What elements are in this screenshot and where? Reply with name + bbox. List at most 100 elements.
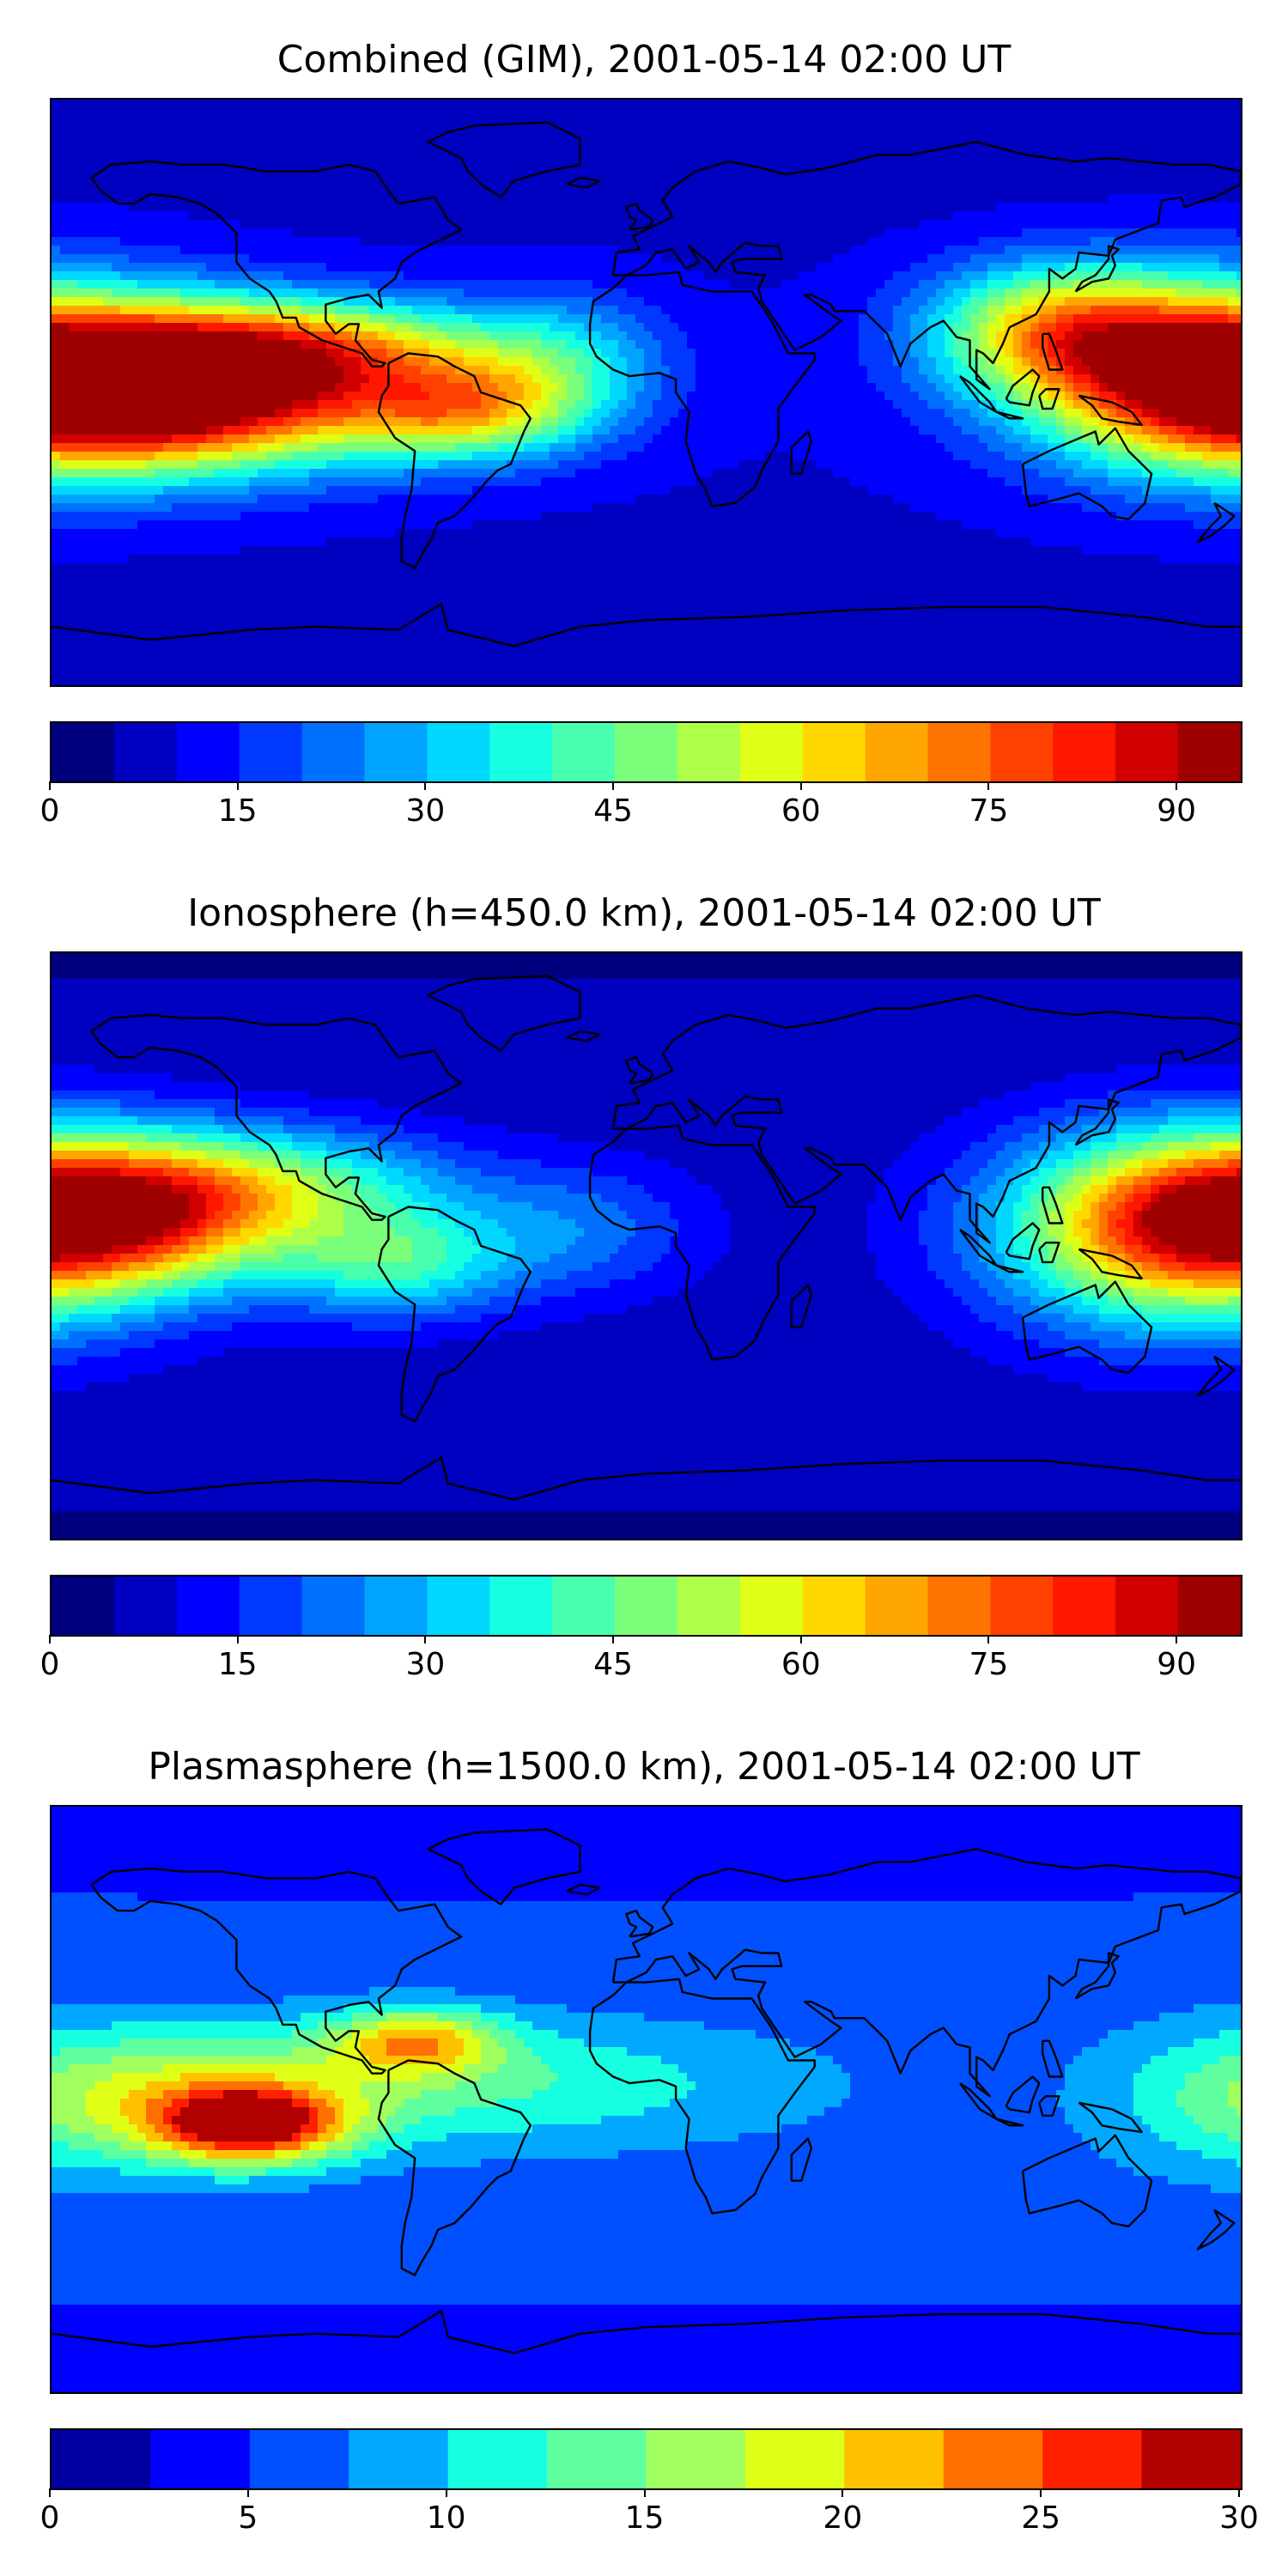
heatmap-cell — [773, 177, 782, 186]
heatmap-cell — [395, 211, 404, 221]
heatmap-cell — [524, 280, 533, 289]
heatmap-cell — [867, 392, 877, 401]
heatmap-cell — [635, 108, 645, 118]
heatmap-cell — [103, 177, 112, 186]
heatmap-cell — [421, 340, 430, 349]
heatmap-cell — [945, 331, 954, 341]
heatmap-cell — [1030, 100, 1040, 109]
heatmap-cell — [515, 392, 525, 401]
heatmap-cell — [94, 117, 104, 126]
heatmap-cell — [1142, 143, 1151, 152]
heatmap-cell — [189, 168, 198, 178]
heatmap-cell — [927, 314, 937, 324]
heatmap-cell — [713, 185, 722, 195]
heatmap-cell — [215, 297, 224, 307]
heatmap-cell — [77, 100, 87, 109]
heatmap-cell — [1065, 374, 1074, 384]
heatmap-cell — [584, 228, 593, 238]
heatmap-cell — [283, 323, 293, 332]
heatmap-cell — [318, 117, 327, 126]
heatmap-cell — [1133, 306, 1143, 315]
heatmap-cell — [326, 168, 336, 178]
heatmap-cell — [361, 125, 370, 135]
heatmap-cell — [1151, 289, 1160, 298]
heatmap-cell — [970, 331, 980, 341]
heatmap-cell — [953, 366, 963, 375]
heatmap-cell — [644, 117, 653, 126]
heatmap-cell — [180, 331, 190, 341]
heatmap-cell — [987, 237, 997, 246]
heatmap-cell — [1159, 117, 1169, 126]
heatmap-cell — [1236, 254, 1241, 264]
heatmap-cell — [292, 211, 301, 221]
heatmap-cell — [206, 314, 216, 324]
heatmap-cell — [1236, 168, 1241, 178]
heatmap-cell — [987, 289, 997, 298]
heatmap-cell — [610, 211, 619, 221]
heatmap-cell — [197, 392, 207, 401]
heatmap-cell — [1099, 228, 1109, 238]
heatmap-cell — [618, 366, 628, 375]
heatmap-cell — [902, 297, 911, 307]
heatmap-cell — [163, 108, 173, 118]
heatmap-cell — [1065, 357, 1074, 367]
heatmap-cell — [507, 220, 516, 229]
heatmap-cell — [197, 211, 207, 221]
heatmap-cell — [1099, 168, 1109, 178]
heatmap-cell — [816, 400, 825, 410]
heatmap-cell — [232, 374, 241, 384]
heatmap-cell — [713, 254, 722, 264]
heatmap-cell — [936, 220, 945, 229]
heatmap-cell — [696, 203, 705, 212]
heatmap-cell — [1151, 349, 1160, 358]
heatmap-cell — [1082, 134, 1091, 143]
heatmap-cell — [747, 306, 756, 315]
heatmap-cell — [335, 254, 344, 264]
heatmap-cell — [137, 100, 147, 109]
heatmap-cell — [1030, 117, 1040, 126]
heatmap-cell — [232, 151, 241, 161]
heatmap-cell — [386, 151, 396, 161]
heatmap-cell — [301, 263, 310, 272]
heatmap-cell — [447, 143, 456, 152]
heatmap-cell — [283, 177, 293, 186]
heatmap-cell — [876, 134, 885, 143]
heatmap-cell — [223, 177, 233, 186]
heatmap-cell — [180, 357, 190, 367]
heatmap-cell — [524, 246, 533, 255]
heatmap-cell — [155, 177, 164, 186]
heatmap-cell — [386, 177, 396, 186]
heatmap-cell — [541, 211, 550, 221]
heatmap-cell — [945, 211, 954, 221]
heatmap-cell — [962, 203, 971, 212]
heatmap-cell — [404, 306, 413, 315]
heatmap-cell — [1194, 383, 1203, 392]
heatmap-cell — [979, 134, 988, 143]
heatmap-cell — [52, 271, 61, 281]
heatmap-cell — [1185, 228, 1194, 238]
heatmap-cell — [69, 366, 78, 375]
heatmap-cell — [859, 374, 868, 384]
heatmap-cell — [489, 400, 499, 410]
heatmap-cell — [404, 160, 413, 169]
heatmap-cell — [618, 263, 628, 272]
heatmap-cell — [1228, 392, 1237, 401]
heatmap-cell — [962, 383, 971, 392]
heatmap-cell — [833, 331, 842, 341]
heatmap-cell — [197, 246, 207, 255]
heatmap-cell — [1142, 151, 1151, 161]
heatmap-cell — [1108, 143, 1117, 152]
heatmap-cell — [807, 228, 817, 238]
heatmap-cell — [1048, 125, 1057, 135]
heatmap-cell — [1194, 203, 1203, 212]
heatmap-cell — [1133, 331, 1143, 341]
heatmap-cell — [275, 168, 284, 178]
heatmap-cell — [507, 160, 516, 169]
heatmap-cell — [309, 280, 319, 289]
heatmap-cell — [884, 357, 894, 367]
heatmap-cell — [1048, 254, 1057, 264]
heatmap-cell — [1039, 263, 1048, 272]
heatmap-cell — [404, 134, 413, 143]
heatmap-cell — [335, 125, 344, 135]
heatmap-cell — [670, 134, 679, 143]
